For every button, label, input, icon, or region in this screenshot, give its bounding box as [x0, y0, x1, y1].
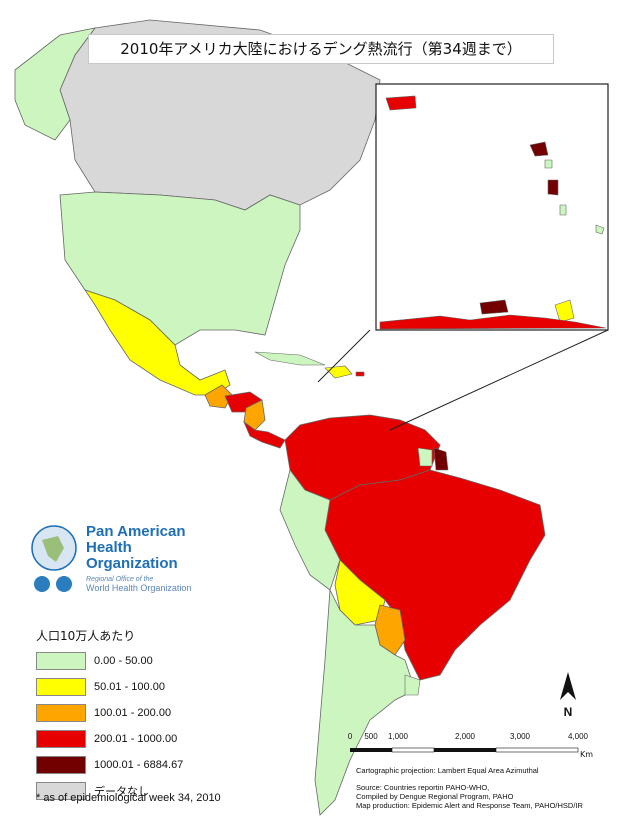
legend-swatch: [36, 755, 86, 774]
scale-labels: 0 500 1,000 2,000 3,000 4,000 Km: [340, 732, 594, 762]
mexico-region: [84, 289, 231, 396]
paho-logo: Pan American Health Organization Regiona…: [28, 524, 228, 594]
legend-swatch: [36, 651, 86, 670]
logo-subtitle: Regional Office of the World Health Orga…: [86, 575, 191, 593]
legend: 人口10万人あたり 0.00 - 50.00 50.01 - 100.00 10…: [36, 627, 226, 805]
projection-note: Cartographic projection: Lambert Equal A…: [356, 766, 539, 775]
legend-item: 0.00 - 50.00: [36, 649, 226, 672]
uruguay-region: [404, 674, 421, 696]
legend-item: 1000.01 - 6884.67: [36, 753, 226, 776]
legend-label: 1000.01 - 6884.67: [94, 758, 184, 771]
nicaragua-region: [243, 399, 266, 431]
scale-tick: 500: [364, 732, 378, 741]
north-indicator: N: [556, 667, 580, 719]
scale-unit: Km: [580, 750, 594, 759]
legend-title: 人口10万人あたり: [36, 629, 136, 643]
north-label: N: [563, 705, 573, 719]
logo-sub2: World Health Organization: [86, 583, 192, 593]
logo-sub1: Regional Office of the: [86, 576, 154, 583]
logo-line3: Organization: [86, 555, 178, 572]
production-note: Map production: Epidemic Alert and Respo…: [356, 801, 583, 810]
legend-label: 50.01 - 100.00: [94, 680, 165, 693]
bolivia-region: [334, 559, 386, 626]
footnote: * as of epidemiological week 34, 2010: [36, 792, 221, 804]
map-credits: Cartographic projection: Lambert Equal A…: [356, 766, 583, 810]
cuba-region: [254, 351, 326, 366]
southern-cone-region: [314, 588, 416, 816]
legend-swatch: [36, 677, 86, 696]
inset-pointer-line-2: [389, 329, 609, 431]
legend-label: 200.01 - 1000.00: [94, 732, 178, 745]
logo-name: Pan American Health Organization: [86, 524, 186, 572]
legend-item: 200.01 - 1000.00: [36, 727, 226, 750]
scale-tick: 2,000: [454, 732, 476, 741]
legend-item: データなし: [36, 779, 226, 802]
logo-line1: Pan American: [86, 523, 186, 540]
legend-label: 0.00 - 50.00: [94, 654, 153, 667]
caribbean-inset: [375, 83, 609, 331]
scale-tick: 3,000: [509, 732, 531, 741]
peru-region: [279, 469, 341, 591]
globe-logo-icon: [31, 525, 77, 592]
legend-item: 50.01 - 100.00: [36, 675, 226, 698]
suriname-region: [417, 447, 433, 467]
legend-label: データなし: [94, 785, 149, 798]
scale-tick: 0: [347, 732, 353, 741]
north-arrow-icon: [560, 672, 576, 700]
legend-swatch: [36, 729, 86, 748]
inset-pointer-line: [317, 329, 371, 383]
costa-rica-panama-region: [243, 420, 286, 449]
legend-label: 100.01 - 200.00: [94, 706, 172, 719]
french-guiana-region: [433, 447, 449, 471]
logo-line2: Health: [86, 539, 132, 556]
scale-bar: [350, 747, 579, 753]
legend-item: 100.01 - 200.00: [36, 701, 226, 724]
puerto-rico-region: [355, 371, 365, 377]
map-title: 2010年アメリカ大陸におけるデング熱流行（第34週まで）: [88, 34, 554, 64]
alaska-region: [14, 27, 96, 141]
compiled-note: Compiled by Dengue Regional Program, PAH…: [356, 792, 514, 801]
scale-tick: 1,000: [387, 732, 409, 741]
legend-swatch: [36, 703, 86, 722]
legend-swatch: [36, 781, 86, 800]
scale-tick: 4,000: [567, 732, 589, 741]
source-note: Source: Countries reportin PAHO-WHO,: [356, 783, 490, 792]
hispaniola-region: [324, 365, 353, 379]
